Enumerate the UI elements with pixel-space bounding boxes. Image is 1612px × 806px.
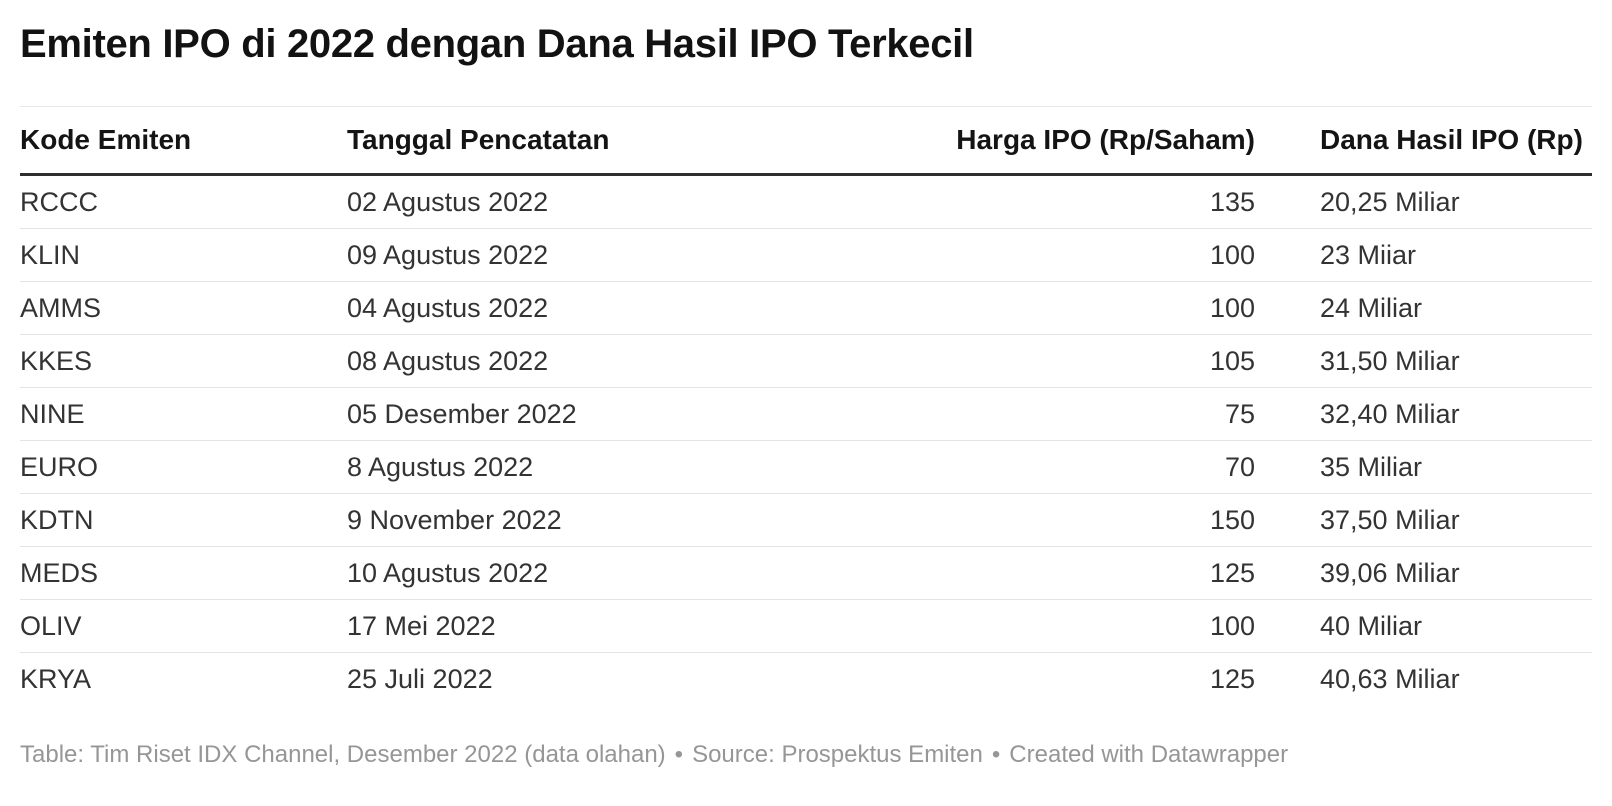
footer: Table: Tim Riset IDX Channel, Desember 2…: [20, 741, 1592, 769]
cell-kode-emiten: RCCC: [20, 174, 347, 229]
cell-harga-ipo: 125: [880, 546, 1275, 600]
table-row: AMMS 04 Agustus 2022 100 24 Miliar: [20, 281, 1592, 335]
cell-kode-emiten: MEDS: [20, 546, 347, 600]
datawrapper-credit-link[interactable]: Created with Datawrapper: [1009, 741, 1289, 768]
column-header-kode-emiten: Kode Emiten: [20, 106, 347, 176]
cell-kode-emiten: AMMS: [20, 281, 347, 335]
cell-kode-emiten: KDTN: [20, 493, 347, 547]
footer-separator: •: [674, 741, 684, 768]
cell-dana-hasil-ipo: 35 Miliar: [1275, 440, 1592, 494]
cell-harga-ipo: 100: [880, 599, 1275, 653]
cell-dana-hasil-ipo: 24 Miliar: [1275, 281, 1592, 335]
cell-tanggal-pencatatan: 25 Juli 2022: [347, 663, 493, 694]
cell-kode-emiten: NINE: [20, 387, 347, 441]
cell-kode-emiten: KRYA: [20, 663, 92, 694]
table-row: RCCC 02 Agustus 2022 135 20,25 Miliar: [20, 174, 1592, 229]
cell-harga-ipo: 100: [880, 228, 1275, 282]
cell-tanggal-pencatatan: 10 Agustus 2022: [347, 546, 880, 600]
cell-tanggal-pencatatan: 09 Agustus 2022: [347, 228, 880, 282]
cell-dana-hasil-ipo: 23 Miiar: [1275, 228, 1592, 282]
ipo-table: Kode Emiten Tanggal Pencatatan Harga IPO…: [20, 106, 1592, 705]
table-header-row: Kode Emiten Tanggal Pencatatan Harga IPO…: [20, 106, 1592, 176]
table-row: MEDS 10 Agustus 2022 125 39,06 Miliar: [20, 546, 1592, 600]
cell-tanggal-pencatatan: 9 November 2022: [347, 493, 880, 547]
cell-harga-ipo: 100: [880, 281, 1275, 335]
table-row: KRYA 25 Juli 2022 125 40,63 Miliar: [20, 653, 1592, 706]
table-row: KLIN 09 Agustus 2022 100 23 Miiar: [20, 228, 1592, 282]
cell-tanggal-pencatatan: 08 Agustus 2022: [347, 334, 880, 388]
column-header-harga-ipo: Harga IPO (Rp/Saham): [880, 106, 1275, 176]
cell-tanggal-pencatatan: 02 Agustus 2022: [347, 174, 880, 229]
table-credit: Table: Tim Riset IDX Channel, Desember 2…: [20, 741, 666, 768]
table-row: NINE 05 Desember 2022 75 32,40 Miliar: [20, 387, 1592, 441]
column-header-tanggal-pencatatan: Tanggal Pencatatan: [347, 106, 880, 176]
cell-harga-ipo: 75: [880, 387, 1275, 441]
cell-harga-ipo: 105: [880, 334, 1275, 388]
cell-dana-hasil-ipo: 39,06 Miliar: [1275, 546, 1592, 600]
cell-dana-hasil-ipo: 31,50 Miliar: [1275, 334, 1592, 388]
table-row: KDTN 9 November 2022 150 37,50 Miliar: [20, 493, 1592, 547]
cell-tanggal-pencatatan: 05 Desember 2022: [347, 387, 880, 441]
cell-harga-ipo: 70: [880, 440, 1275, 494]
cell-tanggal-pencatatan: 8 Agustus 2022: [347, 440, 880, 494]
cell-dana-hasil-ipo: 20,25 Miliar: [1275, 174, 1592, 229]
cell-harga-ipo: 125: [1209, 663, 1255, 694]
page-title: Emiten IPO di 2022 dengan Dana Hasil IPO…: [20, 22, 974, 66]
cell-kode-emiten: KKES: [20, 334, 347, 388]
cell-harga-ipo: 150: [880, 493, 1275, 547]
footer-separator: •: [991, 741, 1001, 768]
cell-harga-ipo: 135: [880, 174, 1275, 229]
cell-kode-emiten: EURO: [20, 440, 347, 494]
cell-tanggal-pencatatan: 17 Mei 2022: [347, 599, 880, 653]
cell-tanggal-pencatatan: 04 Agustus 2022: [347, 281, 880, 335]
cell-dana-hasil-ipo: 32,40 Miliar: [1275, 387, 1592, 441]
cell-dana-hasil-ipo: 37,50 Miliar: [1275, 493, 1592, 547]
column-header-dana-hasil-ipo: Dana Hasil IPO (Rp): [1275, 106, 1592, 176]
cell-kode-emiten: OLIV: [20, 599, 347, 653]
table-row: EURO 8 Agustus 2022 70 35 Miliar: [20, 440, 1592, 494]
cell-dana-hasil-ipo: 40,63 Miliar: [1320, 663, 1460, 694]
cell-dana-hasil-ipo: 40 Miliar: [1275, 599, 1592, 653]
table-row: KKES 08 Agustus 2022 105 31,50 Miliar: [20, 334, 1592, 388]
source-credit: Source: Prospektus Emiten: [692, 741, 983, 768]
cell-kode-emiten: KLIN: [20, 228, 347, 282]
table-row: OLIV 17 Mei 2022 100 40 Miliar: [20, 599, 1592, 653]
